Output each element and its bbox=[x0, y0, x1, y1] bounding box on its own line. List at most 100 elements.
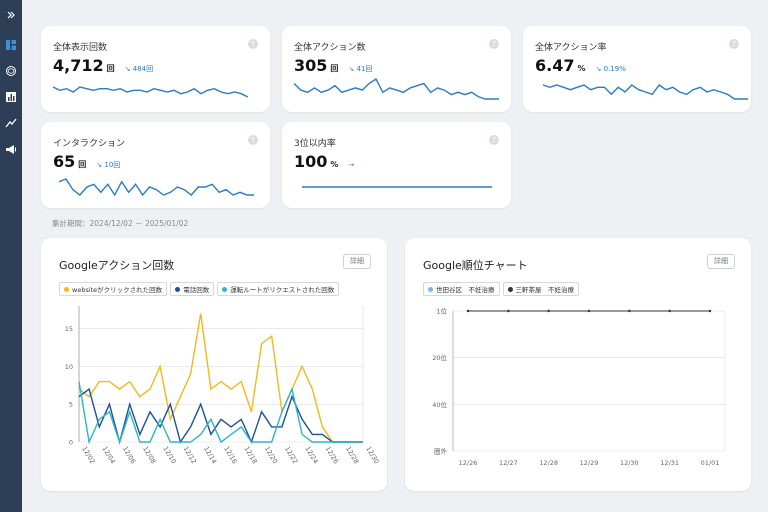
megaphone-icon[interactable] bbox=[0, 138, 22, 160]
kpi-value: 305 bbox=[294, 56, 328, 75]
help-icon[interactable]: ? bbox=[489, 135, 499, 145]
x-tick-label: 12/31 bbox=[660, 459, 679, 467]
x-tick-label: 12/04 bbox=[101, 445, 117, 465]
kpi-card-action-rate: 全体アクション率 ? 6.47 % ↘ 0.19% bbox=[523, 26, 751, 112]
sparkline bbox=[294, 78, 499, 100]
legend-item[interactable]: 電話回数 bbox=[170, 282, 215, 296]
chart-legend: websiteがクリックされた回数 電話回数 運転ルートがリクエストされた回数 bbox=[59, 282, 342, 296]
chart-legend: 世田谷区 不妊治療 三軒茶屋 不妊治療 bbox=[423, 282, 582, 296]
detail-button[interactable]: 詳細 bbox=[707, 254, 735, 269]
kpi-value: 4,712 bbox=[53, 56, 104, 75]
kpi-card-interactions: インタラクション ? 65 回 ↘ 10回 bbox=[41, 122, 270, 208]
y-tick-label: 20位 bbox=[432, 353, 447, 362]
kpi-delta: 484回 bbox=[132, 65, 154, 73]
sidebar bbox=[0, 0, 22, 512]
x-tick-label: 12/12 bbox=[182, 445, 198, 465]
expand-icon[interactable] bbox=[0, 4, 22, 26]
kpi-unit: 回 bbox=[106, 64, 115, 73]
kpi-unit: 回 bbox=[330, 64, 339, 73]
x-tick-label: 12/24 bbox=[303, 445, 319, 465]
down-arrow-icon: ↘ bbox=[96, 161, 103, 169]
sparkline bbox=[59, 178, 254, 196]
legend-item[interactable]: 三軒茶屋 不妊治療 bbox=[502, 282, 579, 296]
x-tick-label: 12/02 bbox=[80, 445, 96, 465]
bar-chart-icon[interactable] bbox=[0, 86, 22, 108]
sparkline bbox=[543, 84, 748, 100]
x-tick-label: 12/08 bbox=[141, 445, 157, 465]
kpi-title: 3位以内率 bbox=[294, 139, 336, 149]
kpi-card-actions: 全体アクション数 ? 305 回 ↘ 41回 bbox=[282, 26, 511, 112]
legend-label: 三軒茶屋 不妊治療 bbox=[515, 286, 575, 294]
series-line bbox=[78, 313, 363, 443]
x-tick-label: 12/26 bbox=[459, 459, 478, 467]
y-tick-label: 5 bbox=[69, 401, 73, 409]
x-tick-label: 12/22 bbox=[283, 445, 299, 465]
ai-icon[interactable] bbox=[0, 60, 22, 82]
y-tick-label: 15 bbox=[65, 325, 73, 333]
x-tick-label: 01/01 bbox=[701, 459, 720, 467]
data-point bbox=[507, 309, 510, 313]
kpi-title: 全体アクション率 bbox=[535, 43, 607, 53]
x-tick-label: 12/18 bbox=[243, 445, 259, 465]
dashboard-icon[interactable] bbox=[0, 34, 22, 56]
kpi-value: 100 bbox=[294, 152, 328, 171]
y-tick-label: 10 bbox=[65, 363, 73, 371]
x-tick-label: 12/06 bbox=[121, 445, 137, 465]
down-arrow-icon: ↘ bbox=[124, 65, 131, 73]
kpi-unit: % bbox=[330, 160, 339, 169]
series-line bbox=[78, 381, 363, 445]
detail-button[interactable]: 詳細 bbox=[343, 254, 371, 269]
right-arrow-icon: → bbox=[348, 161, 355, 169]
y-tick-label: 1位 bbox=[436, 307, 447, 316]
legend-item[interactable]: 運転ルートがリクエストされた回数 bbox=[217, 282, 340, 296]
data-point bbox=[668, 309, 671, 313]
kpi-unit: 回 bbox=[78, 160, 87, 169]
x-tick-label: 12/14 bbox=[202, 445, 218, 465]
kpi-delta: 0.19% bbox=[603, 65, 626, 73]
x-tick-label: 12/16 bbox=[222, 445, 238, 465]
y-tick-label: 圏外 bbox=[434, 447, 448, 456]
sparkline bbox=[302, 186, 492, 188]
sparkline-path bbox=[53, 86, 248, 98]
legend-dot bbox=[64, 286, 69, 292]
panel-title: Google順位チャート bbox=[423, 259, 528, 272]
x-tick-label: 12/29 bbox=[580, 459, 599, 467]
help-icon[interactable]: ? bbox=[248, 39, 258, 49]
data-point bbox=[708, 309, 712, 313]
rank-chart-panel: Google順位チャート 詳細 世田谷区 不妊治療 三軒茶屋 不妊治療 1位 20位… bbox=[405, 238, 751, 491]
help-icon[interactable]: ? bbox=[729, 39, 739, 49]
y-tick-label: 0 bbox=[69, 439, 73, 447]
period-label: 集計期間：2024/12/02 － 2025/01/02 bbox=[52, 219, 189, 228]
help-icon[interactable]: ? bbox=[248, 135, 258, 145]
data-point bbox=[466, 309, 470, 313]
series-line bbox=[78, 387, 363, 445]
sparkline-path bbox=[294, 78, 499, 100]
sparkline-path bbox=[59, 178, 254, 196]
x-tick-label: 12/26 bbox=[324, 445, 340, 465]
sparkline-path bbox=[543, 84, 748, 100]
kpi-card-top3-rate: 3位以内率 ? 100 % → bbox=[282, 122, 511, 208]
kpi-unit: % bbox=[577, 64, 586, 73]
trend-icon[interactable] bbox=[0, 112, 22, 134]
x-tick-label: 12/28 bbox=[539, 459, 558, 467]
actions-chart-panel: Googleアクション回数 詳細 websiteがクリックされた回数 電話回数 運転… bbox=[41, 238, 387, 491]
legend-item[interactable]: websiteがクリックされた回数 bbox=[59, 282, 168, 296]
legend-label: 運転ルートがリクエストされた回数 bbox=[230, 286, 335, 294]
y-tick-label: 40位 bbox=[432, 400, 447, 409]
kpi-title: インタラクション bbox=[53, 139, 126, 149]
x-tick-label: 12/28 bbox=[344, 445, 360, 465]
x-tick-label: 12/30 bbox=[620, 459, 639, 467]
help-icon[interactable]: ? bbox=[489, 39, 499, 49]
legend-dot bbox=[507, 286, 513, 292]
kpi-value: 6.47 bbox=[535, 56, 575, 75]
kpi-title: 全体表示回数 bbox=[53, 43, 108, 53]
legend-label: 世田谷区 不妊治療 bbox=[436, 286, 495, 294]
legend-dot bbox=[175, 286, 181, 292]
sparkline bbox=[53, 86, 248, 98]
legend-dot bbox=[222, 286, 228, 292]
legend-item[interactable]: 世田谷区 不妊治療 bbox=[423, 282, 500, 296]
kpi-delta: 41回 bbox=[356, 65, 373, 73]
data-point bbox=[628, 309, 631, 313]
data-point bbox=[547, 309, 550, 313]
